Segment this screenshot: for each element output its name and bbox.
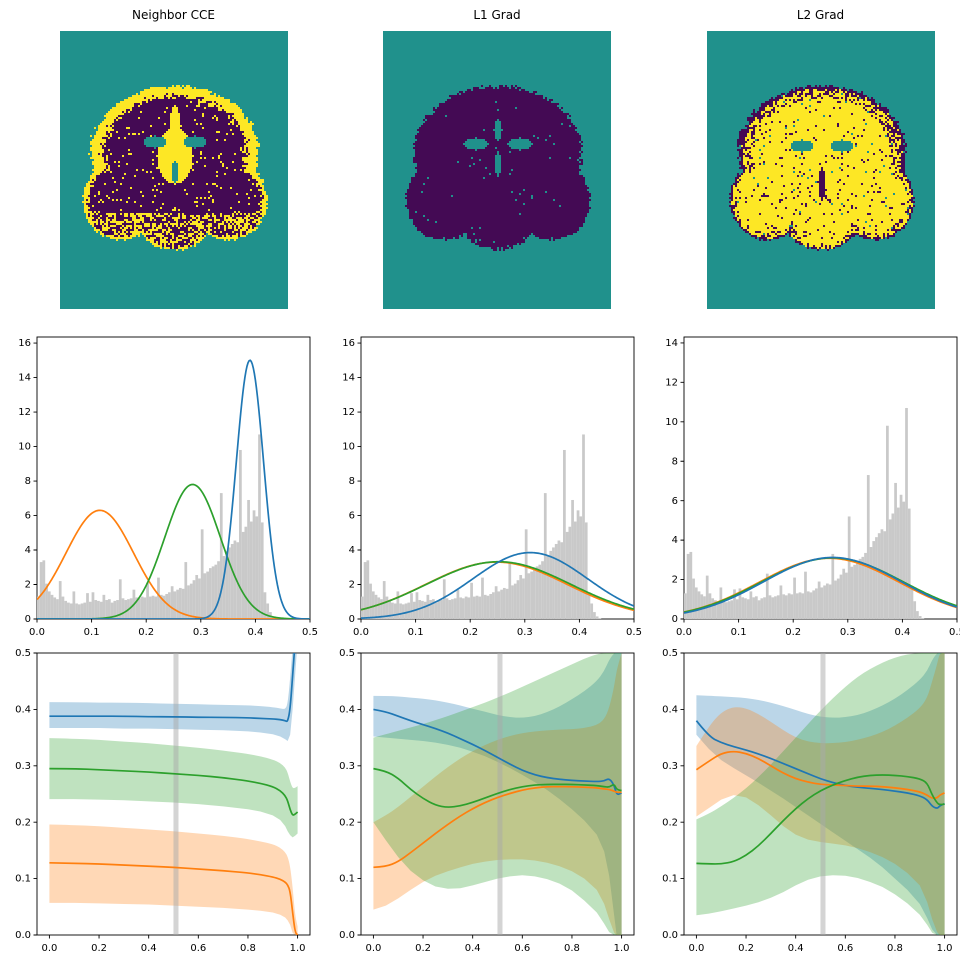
segmentation-image-l1-grad	[383, 31, 611, 309]
histogram-plot-l1-grad	[318, 327, 644, 647]
panel-title-l1-grad: L1 Grad	[473, 8, 521, 22]
segmentation-image-l2-grad	[706, 31, 935, 309]
segmentation-image-neighbor-cce	[59, 31, 288, 309]
band-line-plot-l1-grad	[318, 643, 644, 960]
histogram-plot-neighbor-cce	[0, 327, 320, 647]
panel-title-l2-grad: L2 Grad	[796, 8, 845, 22]
band-line-plot-l2-grad	[642, 643, 960, 960]
panel-title-neighbor-cce: Neighbor CCE	[132, 8, 215, 22]
band-line-plot-neighbor-cce	[0, 643, 320, 960]
histogram-plot-l2-grad	[642, 327, 960, 647]
